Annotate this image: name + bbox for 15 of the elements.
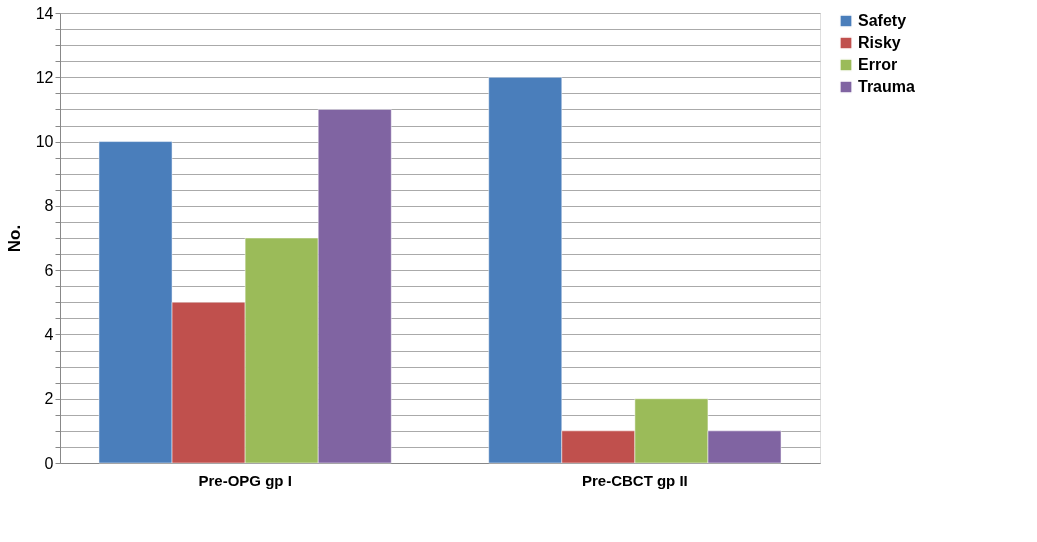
y-axis-title: No. [4,224,24,253]
y-tick-label: 10 [35,133,54,151]
y-tick-label: 0 [44,454,54,472]
y-tick-label: 8 [44,197,54,215]
y-tick-label: 4 [44,325,54,343]
y-tick-label: 2 [44,390,54,408]
y-tick-label: 6 [44,261,54,279]
x-tick-label: Pre-OPG gp I [198,471,292,489]
y-tick-label: 14 [35,4,54,22]
legend-label: Trauma [858,78,916,95]
legend-label: Risky [858,34,901,51]
legend-label: Safety [858,12,907,29]
y-tick-label: 12 [35,68,54,86]
x-tick-label: Pre-CBCT gp II [581,471,688,489]
legend-label: Error [858,56,898,73]
